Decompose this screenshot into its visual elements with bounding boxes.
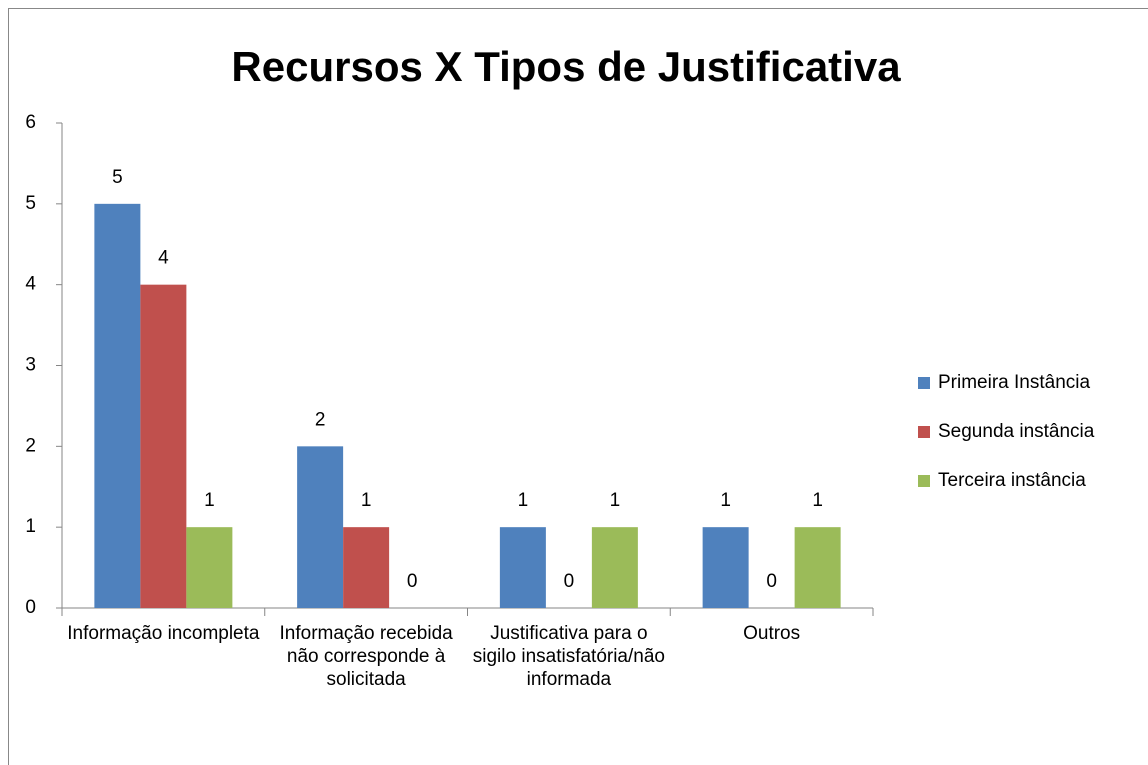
data-label: 1 [518,490,529,511]
y-tick-label: 4 [25,274,36,295]
x-tick-label-box: Informação recebida não corresponde à so… [279,623,453,690]
bar [794,527,841,608]
data-label: 1 [812,490,823,511]
y-tick-label: 2 [25,435,36,456]
bar [343,527,390,608]
data-label: 1 [720,490,731,511]
data-label: 1 [610,490,621,511]
data-label: 2 [315,409,326,430]
x-tick-label: Informação incompleta [67,623,260,644]
bar [297,446,344,608]
legend-swatch [918,475,930,487]
data-label: 5 [112,167,123,188]
y-tick-label: 1 [25,516,36,537]
x-tick-label: Justificativa para o sigilo insatisfatór… [472,623,665,690]
data-label: 1 [204,490,215,511]
legend-swatch [918,377,930,389]
bar [94,203,141,609]
data-label: 4 [158,248,169,269]
x-tick-label-box: Informação incompleta [67,623,260,644]
data-label: 0 [564,571,575,592]
x-tick-label: Outros [743,623,801,644]
y-tick-label: 6 [25,112,36,133]
data-label: 0 [407,571,418,592]
bar [702,527,749,608]
x-tick-label-box: Justificativa para o sigilo insatisfatór… [472,623,665,690]
bar [140,284,187,608]
y-tick-label: 3 [25,355,36,376]
legend-label: Terceira instância [938,470,1086,491]
bar [591,527,638,608]
y-tick-label: 5 [25,193,36,214]
data-label: 1 [361,490,372,511]
legend-label: Primeira Instância [938,372,1090,393]
legend-swatch [918,426,930,438]
chart-frame [8,8,1148,765]
y-tick-label: 0 [25,597,36,618]
chart-title: Recursos X Tipos de Justificativa [231,43,901,90]
bar [499,527,546,608]
legend-label: Segunda instância [938,421,1095,442]
bar [186,527,233,608]
x-tick-label-box: Outros [743,623,801,644]
data-label: 0 [766,571,777,592]
x-tick-label: Informação recebida não corresponde à so… [279,623,453,690]
